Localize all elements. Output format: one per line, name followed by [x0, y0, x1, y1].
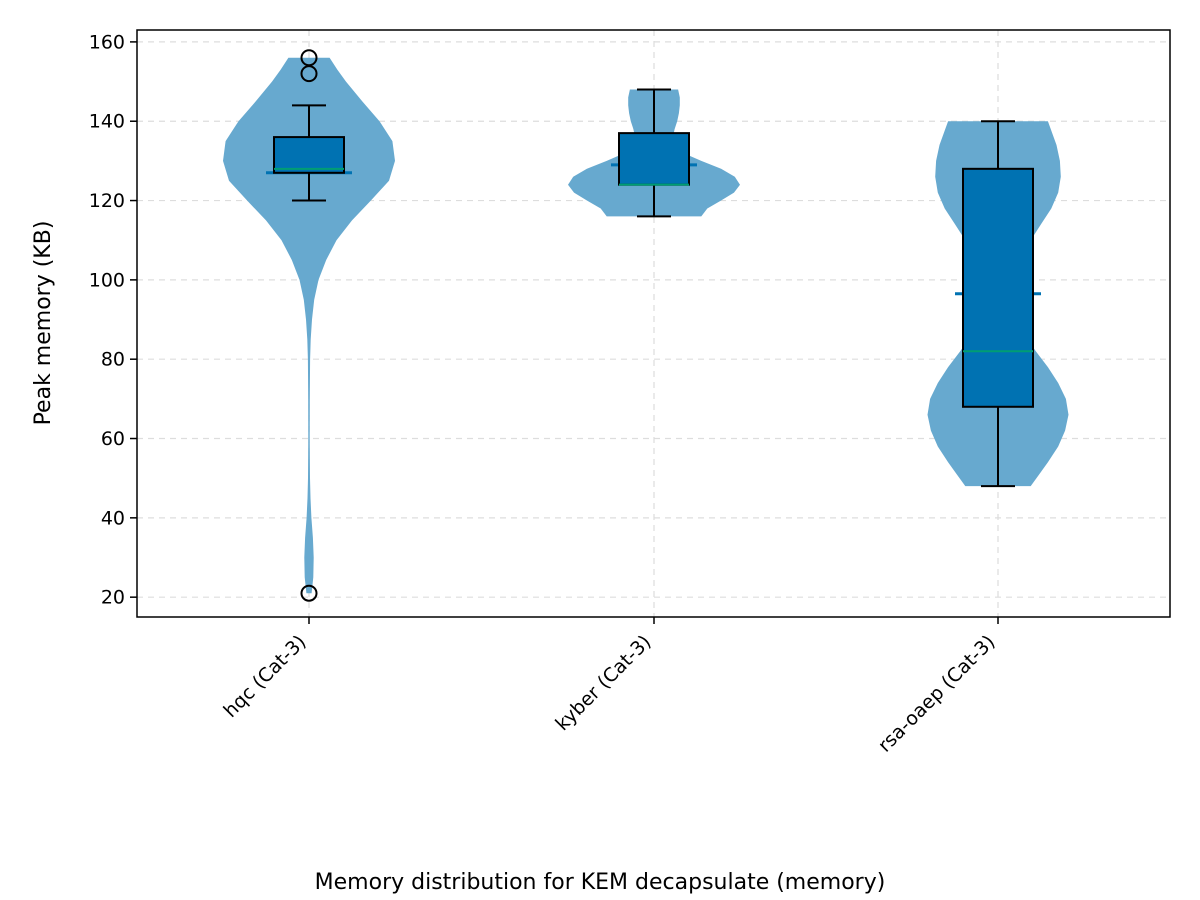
y-tick-label: 60 [101, 428, 125, 450]
y-tick-label: 20 [101, 587, 125, 609]
y-tick-label: 80 [101, 349, 125, 371]
x-tick-label: hqc (Cat-3) [220, 631, 311, 722]
y-tick-label: 40 [101, 507, 125, 529]
box-layer [273, 49, 1034, 602]
x-tick-label: rsa-oaep (Cat-3) [874, 631, 1000, 757]
y-axis-label: Peak memory (KB) [31, 221, 56, 426]
y-tick-label: 120 [89, 190, 125, 212]
outlier-point [300, 584, 318, 602]
tick-layer: 20 40 60 80 100 120 140 160 hqc (Cat-3) kyber (Ca… [89, 31, 1000, 756]
y-tick-label: 140 [89, 111, 125, 133]
violin-0 [223, 57, 395, 594]
y-tick-label: 100 [89, 269, 125, 291]
x-tick-label: kyber (Cat-3) [551, 631, 655, 735]
box [618, 132, 690, 186]
box [962, 167, 1034, 408]
chart-caption: Memory distribution for KEM decapsulate … [315, 870, 886, 895]
y-tick-label: 160 [89, 31, 125, 53]
outlier-point [300, 49, 318, 67]
box [273, 136, 345, 174]
